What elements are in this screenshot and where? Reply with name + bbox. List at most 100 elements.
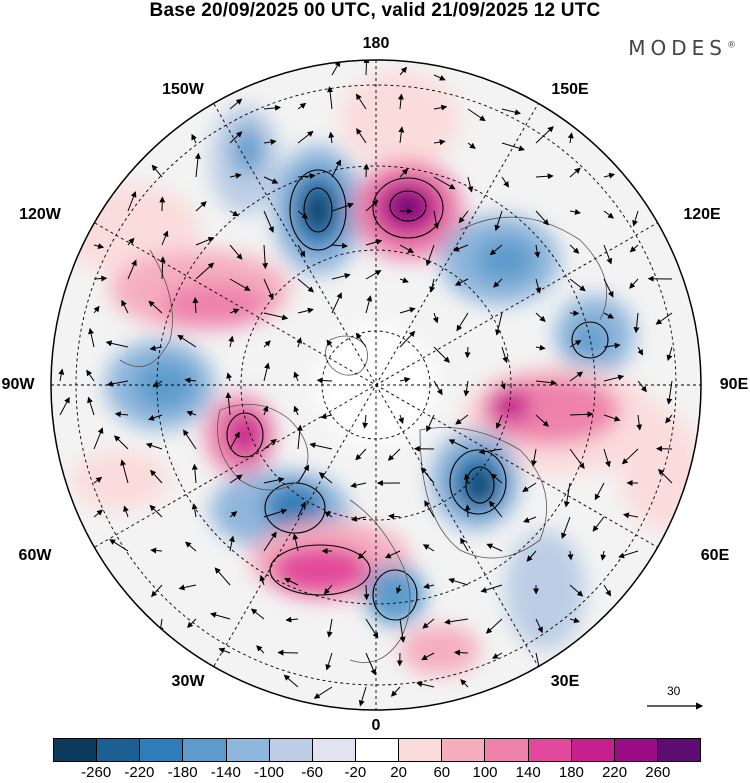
- wind-vector: [355, 93, 367, 110]
- wind-vector: [567, 550, 574, 561]
- wind-vector: [331, 202, 354, 212]
- wind-vector: [86, 369, 95, 382]
- wind-vector: [184, 377, 197, 384]
- wind-vector: [365, 239, 383, 246]
- wind-vector: [485, 618, 503, 634]
- wind-vector: [494, 210, 503, 232]
- wind-vector: [323, 584, 333, 595]
- wind-vector: [148, 300, 163, 314]
- colorbar-labels: -260 -220 -180 -140 -100 -60 -20 20 60 100 140 180 2…: [53, 764, 701, 782]
- wind-vector: [637, 380, 647, 393]
- wind-vector: [296, 424, 303, 450]
- wind-vector: [569, 167, 581, 178]
- wind-vector: [152, 380, 163, 388]
- graticule: [51, 60, 701, 710]
- wind-vector: [296, 337, 303, 348]
- pos-anomaly-e-core: [490, 387, 530, 423]
- wind-vector: [399, 618, 406, 643]
- wind-vector: [263, 312, 289, 321]
- wind-vector: [93, 476, 103, 484]
- wind-vector: [229, 172, 242, 179]
- wind-vector: [355, 332, 367, 348]
- wind-vector: [297, 278, 315, 293]
- wind-vector: [263, 278, 274, 300]
- wind-vector: [480, 584, 503, 593]
- pos-anomaly-w-south-core: [227, 413, 263, 457]
- wind-vector: [127, 191, 137, 212]
- wind-vector: [493, 278, 503, 288]
- colorbar-tick-label: -140: [210, 764, 241, 781]
- wind-vector: [263, 210, 274, 233]
- contour-s-center: [372, 569, 418, 621]
- wind-vector: [453, 649, 469, 656]
- wind-vector: [297, 130, 314, 144]
- wind-vector: [399, 66, 408, 76]
- wind-vector: [250, 608, 265, 620]
- wind-vector: [421, 652, 435, 661]
- wind-vector: [603, 278, 614, 298]
- wind-vector: [350, 482, 367, 489]
- neg-anomaly-150w-core: [233, 125, 263, 175]
- wind-vector: [228, 335, 235, 348]
- wind-vector: [495, 414, 503, 430]
- wind-vector: [460, 679, 469, 688]
- wind-vector: [603, 584, 612, 597]
- wind-vector: [93, 275, 108, 282]
- wind-vector: [399, 277, 409, 283]
- contour-n-left-2: [303, 187, 333, 233]
- wind-vector: [455, 414, 469, 425]
- coast-greenland-north: [325, 335, 368, 376]
- wind-vector: [622, 512, 639, 519]
- wind-vector: [324, 511, 333, 518]
- colorbar-swatch: [269, 739, 313, 761]
- wind-vector: [331, 242, 348, 249]
- pos-anomaly-e-edge: [620, 410, 700, 530]
- wind-vector: [632, 210, 639, 227]
- wind-vector: [59, 396, 70, 416]
- wind-vector: [523, 516, 537, 523]
- wind-vector: [399, 244, 414, 253]
- wind-vector: [467, 108, 486, 122]
- wind-vector: [432, 312, 439, 324]
- wind-vector: [297, 244, 306, 258]
- wind-vector: [297, 501, 306, 518]
- wind-vector: [563, 482, 571, 508]
- lon-label-30w: 30W: [171, 673, 205, 690]
- colorbar-tick-label: -220: [124, 764, 155, 781]
- registered-mark: ®: [727, 40, 736, 51]
- wind-vector: [229, 210, 239, 217]
- contour-w-south: [226, 412, 264, 458]
- wind-vector: [594, 482, 605, 501]
- wind-vector: [569, 278, 586, 292]
- wind-vector: [603, 244, 613, 265]
- wind-vector: [397, 93, 404, 110]
- wind-vector: [120, 459, 129, 484]
- wind-vector: [357, 550, 367, 560]
- wind-vector: [467, 142, 476, 149]
- pos-anomaly-w-core: [160, 283, 270, 327]
- wind-vector: [93, 243, 105, 250]
- colorbar-tick-label: -60: [301, 764, 324, 781]
- wind-vector: [297, 210, 309, 220]
- wind-vector: [535, 344, 546, 351]
- wind-vector: [356, 127, 367, 144]
- wind-vector: [363, 584, 370, 601]
- wind-vector: [665, 414, 673, 424]
- lon-label-180: 180: [362, 35, 390, 52]
- wind-vector: [535, 278, 542, 294]
- wind-vector: [331, 60, 341, 76]
- wind-vector: [426, 414, 435, 433]
- wind-vector: [637, 346, 644, 356]
- wind-vector: [150, 469, 163, 484]
- wind-vector: [422, 618, 435, 629]
- wind-vector: [535, 618, 543, 634]
- wind-vector: [388, 513, 401, 520]
- colorbar-tick-label: 100: [472, 764, 498, 781]
- wind-vector: [263, 176, 279, 184]
- colorbar-swatch: [312, 739, 356, 761]
- wind-vector: [93, 427, 104, 450]
- wind-vector: [326, 618, 333, 638]
- wind-vector: [463, 380, 470, 397]
- wind-vector: [501, 142, 525, 152]
- wind-vector: [387, 448, 401, 461]
